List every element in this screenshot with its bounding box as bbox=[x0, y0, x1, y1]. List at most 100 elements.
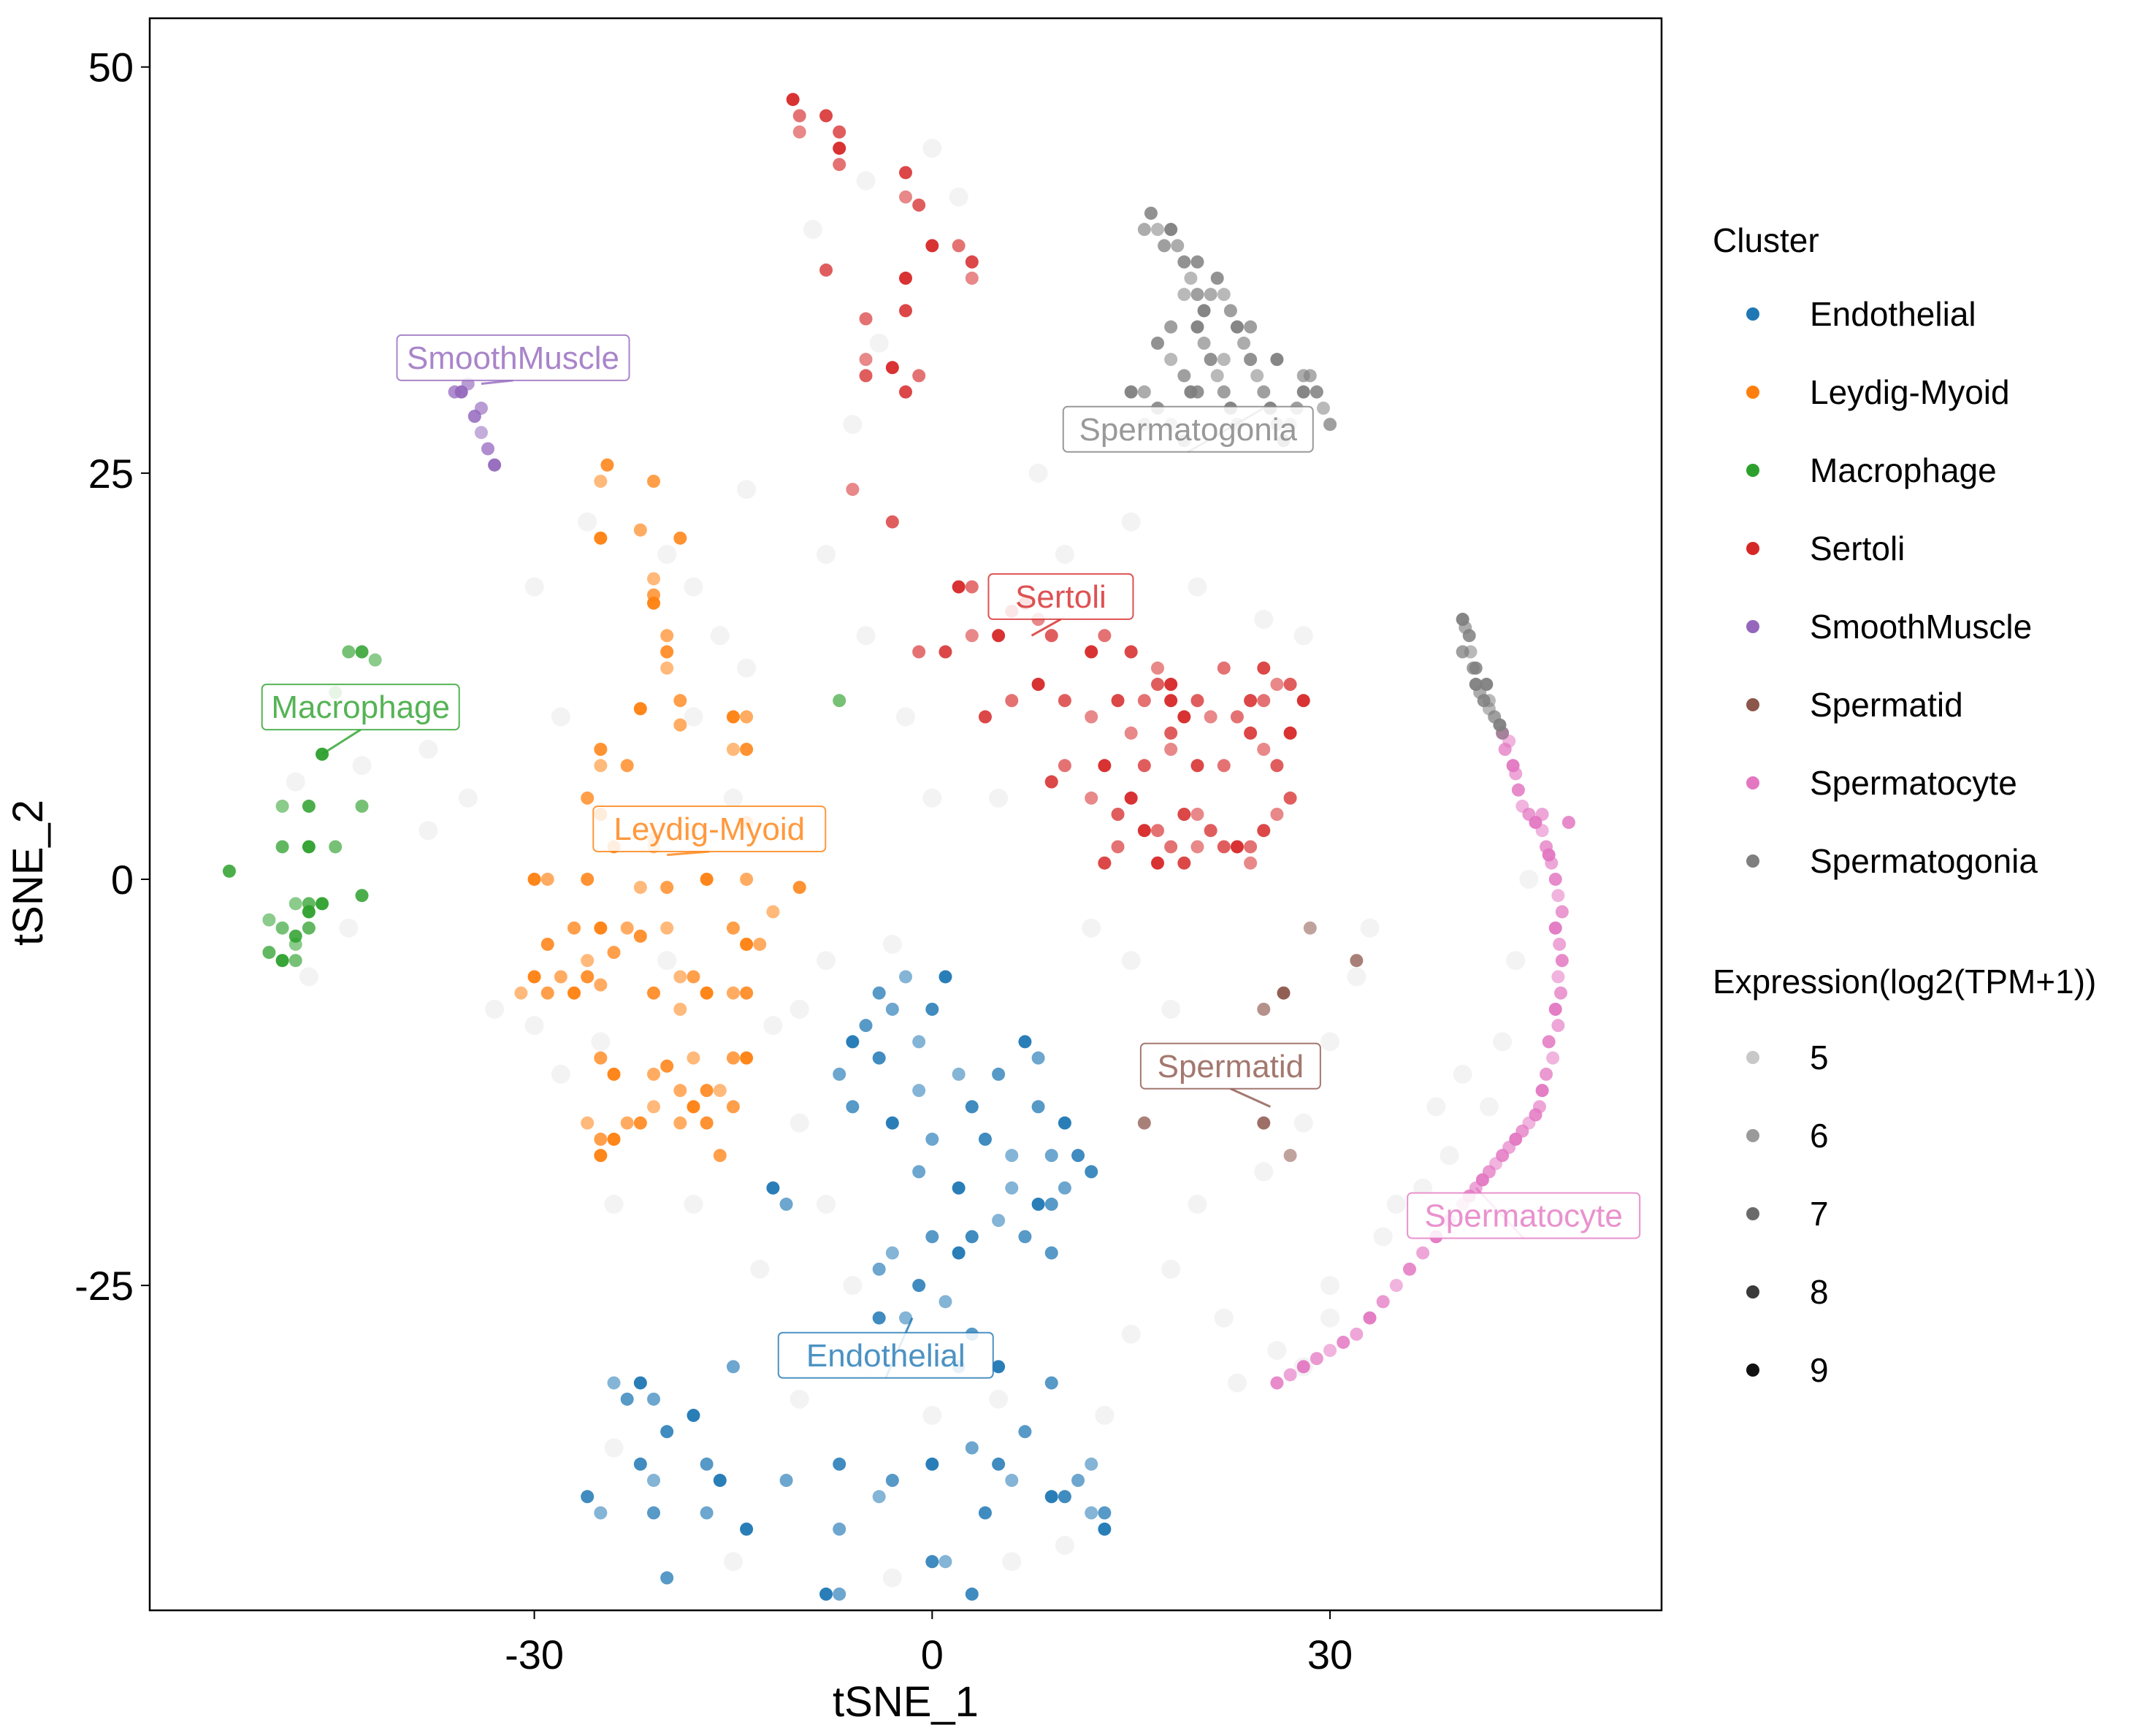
data-point bbox=[992, 1360, 1006, 1374]
legend-item-spermatid: Spermatid bbox=[1746, 686, 1963, 724]
data-point bbox=[833, 1457, 846, 1471]
background-point bbox=[843, 1276, 863, 1296]
cluster-label-spermatocyte: Spermatocyte bbox=[1407, 1187, 1641, 1239]
data-point bbox=[1111, 840, 1125, 854]
cluster-label-endothelial: Endothelial bbox=[777, 1317, 994, 1379]
data-point bbox=[792, 109, 806, 123]
label-text: Endothelial bbox=[806, 1338, 966, 1374]
data-point bbox=[1190, 840, 1204, 854]
data-point bbox=[1376, 1295, 1390, 1309]
data-point bbox=[1296, 694, 1310, 708]
legend-expression-item: 8 bbox=[1746, 1273, 1829, 1311]
data-point bbox=[1545, 856, 1559, 870]
background-point bbox=[1121, 512, 1141, 532]
data-point bbox=[700, 1457, 714, 1471]
data-point bbox=[1044, 1246, 1058, 1260]
background-point bbox=[1095, 1406, 1115, 1426]
data-point bbox=[633, 1116, 647, 1130]
data-point bbox=[965, 1230, 979, 1244]
data-point bbox=[1071, 1474, 1085, 1488]
background-point bbox=[1188, 577, 1207, 597]
data-point bbox=[1164, 840, 1178, 854]
data-point bbox=[275, 921, 289, 935]
data-point bbox=[1018, 1035, 1032, 1049]
background-point bbox=[1028, 463, 1048, 483]
data-point bbox=[885, 1116, 899, 1130]
cluster-label-spermatogonia: Spermatogonia bbox=[1062, 405, 1314, 454]
data-point bbox=[1137, 385, 1151, 399]
data-point bbox=[527, 872, 541, 886]
background-points-layer bbox=[286, 138, 1539, 1588]
background-point bbox=[882, 934, 902, 954]
data-point bbox=[581, 970, 595, 984]
legend-item-macrophage: Macrophage bbox=[1746, 451, 1997, 489]
data-point bbox=[633, 523, 647, 537]
data-point bbox=[633, 881, 647, 895]
legend-item-spermatocyte: Spermatocyte bbox=[1746, 764, 2017, 802]
background-point bbox=[790, 999, 809, 1019]
data-point bbox=[1190, 320, 1204, 334]
data-point bbox=[1217, 353, 1231, 367]
data-point bbox=[992, 1457, 1006, 1471]
data-point bbox=[833, 1067, 846, 1081]
data-point bbox=[1323, 1344, 1337, 1358]
legend-swatch bbox=[1746, 1051, 1759, 1064]
data-point bbox=[885, 1474, 899, 1488]
data-point bbox=[1018, 1230, 1032, 1244]
data-point bbox=[1416, 1246, 1430, 1260]
data-point bbox=[1551, 970, 1565, 984]
background-point bbox=[817, 545, 836, 565]
background-point bbox=[817, 951, 836, 971]
label-box bbox=[396, 334, 630, 381]
data-point bbox=[925, 1132, 939, 1146]
cluster-label-smoothmuscle: SmoothMuscle bbox=[396, 334, 630, 386]
legend-swatch bbox=[1746, 854, 1759, 868]
data-point bbox=[952, 1246, 966, 1260]
background-point bbox=[1519, 869, 1539, 889]
data-point bbox=[1555, 954, 1569, 968]
data-point bbox=[581, 954, 595, 968]
data-point bbox=[1058, 1116, 1071, 1130]
x-tick-label: 0 bbox=[921, 1632, 944, 1678]
data-point bbox=[1250, 369, 1264, 383]
legend-expression-item: 7 bbox=[1746, 1195, 1829, 1233]
data-point bbox=[939, 1295, 952, 1309]
data-point bbox=[1190, 385, 1204, 399]
background-point bbox=[1320, 1308, 1340, 1328]
legend-label: Spermatid bbox=[1810, 686, 1963, 724]
background-point bbox=[458, 788, 478, 808]
background-point bbox=[989, 788, 1009, 808]
data-point bbox=[1031, 1197, 1045, 1211]
data-point bbox=[740, 937, 754, 951]
label-box bbox=[1139, 1042, 1321, 1090]
label-box bbox=[777, 1331, 994, 1379]
data-point bbox=[1296, 385, 1310, 399]
label-text: Macrophage bbox=[271, 689, 450, 725]
background-point bbox=[1121, 951, 1141, 971]
legend-expression-item: 5 bbox=[1746, 1039, 1829, 1076]
data-point bbox=[288, 897, 302, 911]
data-point bbox=[1151, 336, 1164, 350]
cluster-label-spermatid: Spermatid bbox=[1139, 1042, 1321, 1108]
background-point bbox=[1293, 626, 1313, 646]
data-point bbox=[726, 986, 740, 1000]
data-point bbox=[567, 921, 581, 935]
data-point bbox=[1190, 759, 1204, 773]
data-point bbox=[965, 629, 979, 643]
background-point bbox=[1493, 1032, 1513, 1052]
background-point bbox=[1479, 1097, 1499, 1117]
background-point bbox=[551, 1064, 570, 1084]
data-point bbox=[885, 1002, 899, 1016]
data-point bbox=[1509, 767, 1523, 781]
data-point bbox=[329, 840, 343, 854]
data-point bbox=[1217, 661, 1231, 675]
data-point bbox=[965, 1100, 979, 1114]
legend-swatch bbox=[1746, 386, 1759, 399]
data-point bbox=[819, 1587, 833, 1601]
data-point bbox=[660, 1059, 674, 1073]
data-point bbox=[912, 198, 926, 212]
data-point bbox=[673, 531, 687, 545]
data-point bbox=[912, 369, 926, 383]
data-point bbox=[660, 661, 674, 675]
